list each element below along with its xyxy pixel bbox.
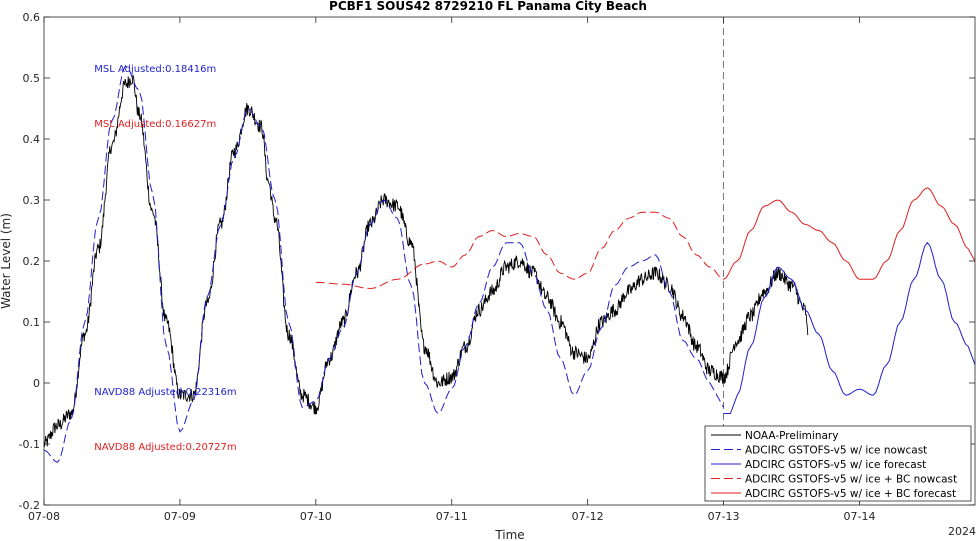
y-tick-label: 0.5 <box>23 72 41 85</box>
series-line-1 <box>43 74 809 447</box>
y-tick-label: 0.1 <box>23 316 41 329</box>
legend-label: ADCIRC GSTOFS-v5 w/ ice forecast <box>745 459 926 471</box>
plot-background <box>44 17 975 505</box>
y-axis-label: Water Level (m) <box>0 213 13 309</box>
x-tick-label: 07-10 <box>300 510 332 523</box>
x-axis-label: Time <box>494 528 524 541</box>
x-tick-label: 07-09 <box>164 510 196 523</box>
series-line-4 <box>315 211 724 290</box>
x-tick-label: 07-12 <box>572 510 604 523</box>
annotation-1: MSL Adjusted:0.18416m <box>94 64 216 75</box>
data-layer <box>43 17 976 505</box>
legend-box <box>704 425 972 502</box>
x-tick-label: 07-08 <box>28 510 60 523</box>
plot-area <box>44 17 975 505</box>
y-tick-label: 0 <box>33 377 40 390</box>
annotation-4: NAVD88 Adjusted:0.20727m <box>94 442 236 453</box>
y-tick-label: 0.3 <box>23 194 41 207</box>
x-tick-label: 07-14 <box>843 510 875 523</box>
annotation-layer: MSL Adjusted:0.18416m MSL Adjusted:0.1662… <box>94 64 236 453</box>
legend-label: ADCIRC GSTOFS-v5 w/ ice + BC nowcast <box>745 474 957 486</box>
x-tick-label: 07-13 <box>708 510 740 523</box>
series-line-2 <box>43 65 725 463</box>
series-line-3 <box>723 241 976 414</box>
axes-layer: 07-08 07-09 07-10 07-11 07-12 07-13 07-14 -0.2 -… <box>19 11 976 523</box>
y-tick-label: -0.2 <box>19 499 40 512</box>
series-line-5 <box>723 187 976 280</box>
y-tick-label: 0.4 <box>23 133 41 146</box>
legend-label: NOAA-Preliminary <box>745 430 838 442</box>
legend: NOAA-Preliminary ADCIRC GSTOFS-v5 w/ ice … <box>704 425 972 502</box>
x-tick-label: 07-11 <box>436 510 468 523</box>
y-tick-label: 0.2 <box>23 255 41 268</box>
annotation-2: MSL Adjusted:0.16627m <box>94 119 216 130</box>
legend-label: ADCIRC GSTOFS-v5 w/ ice nowcast <box>745 445 927 457</box>
year-label: 2024 <box>948 525 976 538</box>
legend-label: ADCIRC GSTOFS-v5 w/ ice + BC forecast <box>745 488 956 500</box>
annotation-3: NAVD88 Adjusted:0.22316m <box>94 387 236 398</box>
y-tick-label: 0.6 <box>23 11 41 24</box>
chart-title: PCBF1 SOUS42 8729210 FL Panama City Beac… <box>329 0 647 13</box>
y-tick-label: -0.1 <box>19 438 40 451</box>
